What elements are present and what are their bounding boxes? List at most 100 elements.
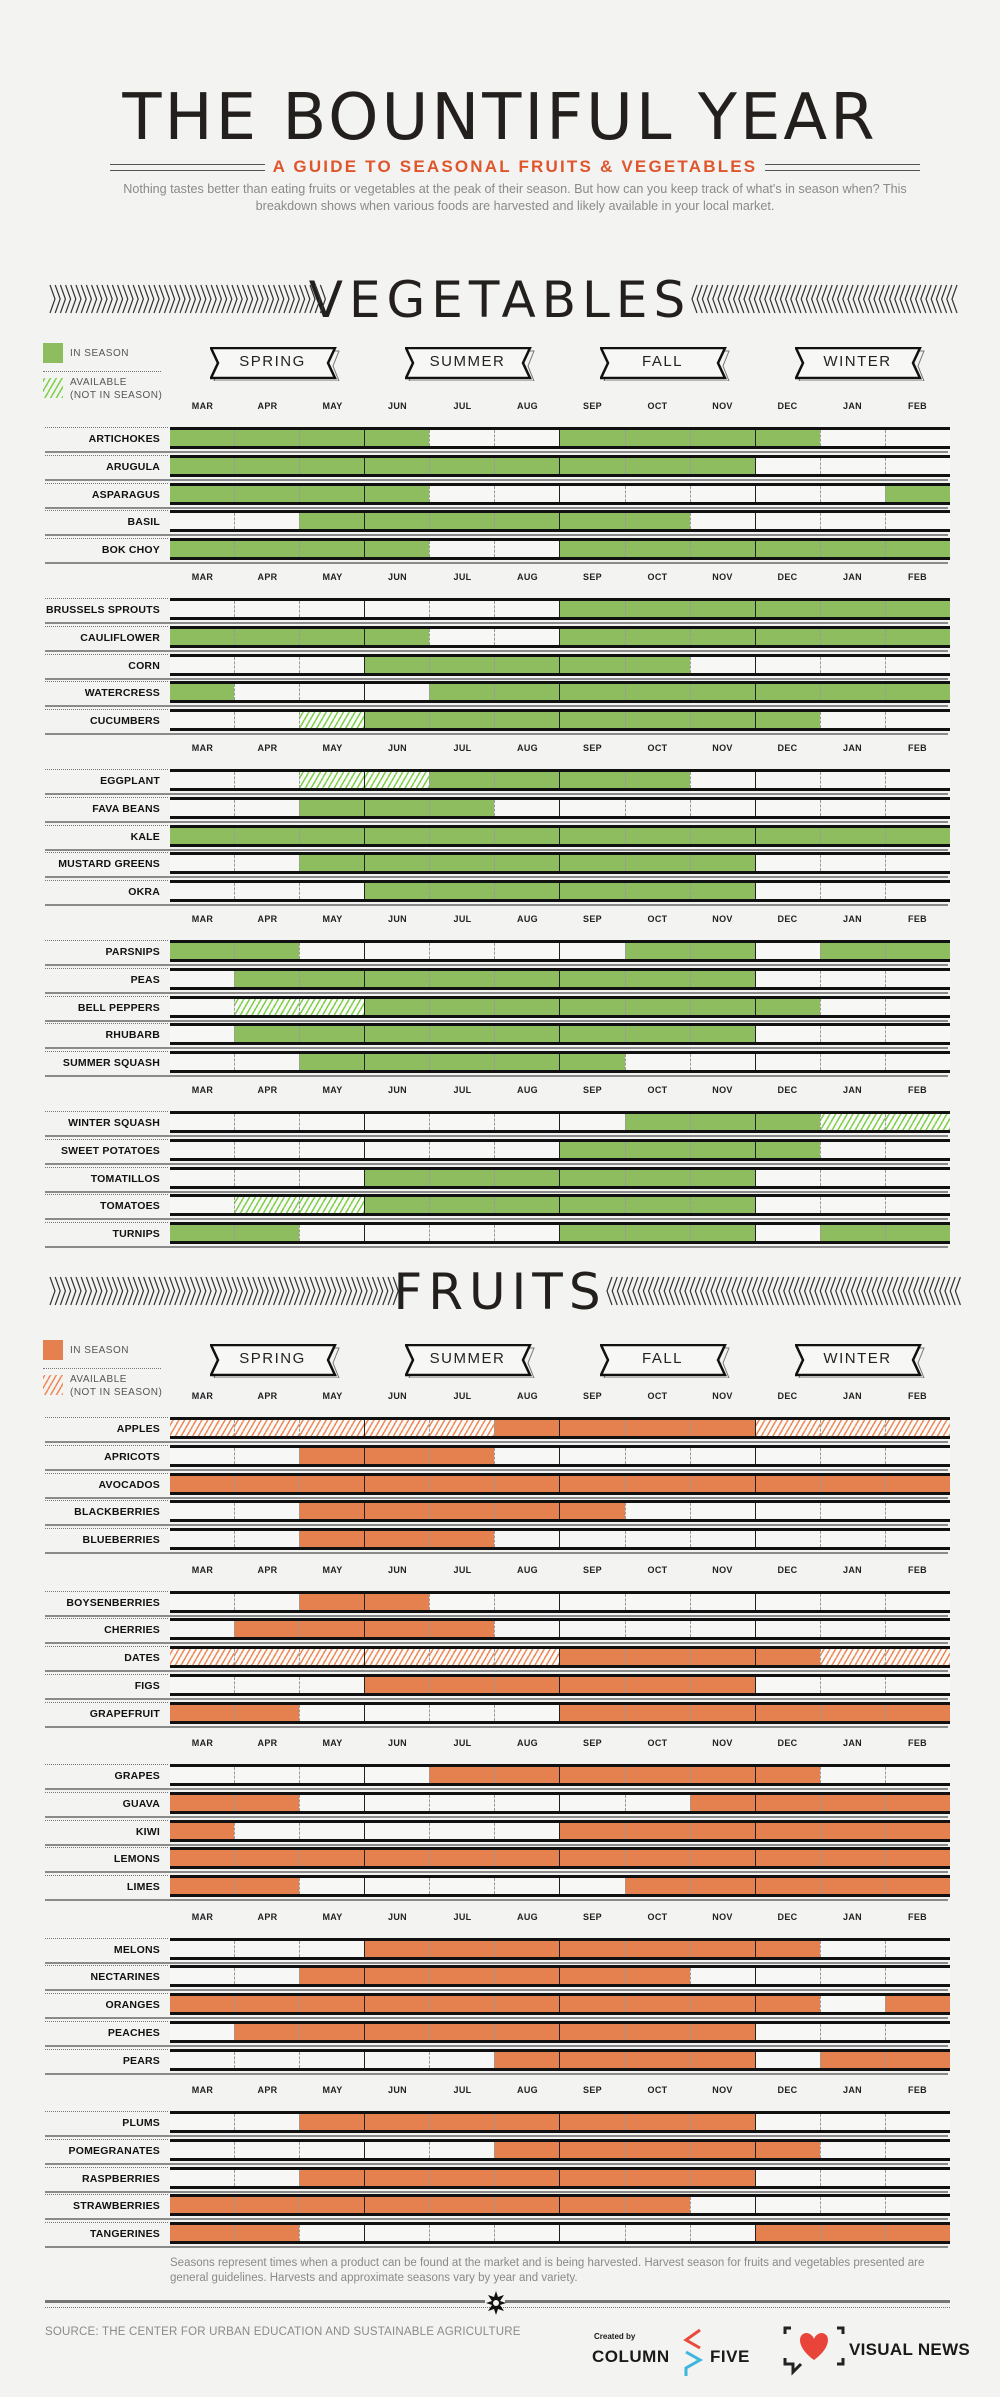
month-cell-in-season [494,2169,560,2186]
month-cell-in-season [689,541,755,558]
month-header-jan: JAN [843,1085,862,1095]
month-cell-empty [689,2197,755,2214]
month-cell-empty [754,2023,820,2040]
row-label: LIMES [126,1881,160,1894]
season-ribbon-spring: SPRING [210,347,340,381]
season-bar [170,1222,950,1245]
row-label: GUAVA [122,1797,160,1810]
month-cell-in-season [234,2023,300,2040]
month-cell-in-season [624,1996,690,2013]
month-cell-empty [299,684,364,701]
visual-news-logo[interactable]: VISUAL NEWS [783,2326,970,2376]
month-cell-in-season [689,1420,755,1436]
month-cell-available [884,1649,950,1666]
month-cell-in-season [364,1447,430,1464]
month-header-jul: JUL [453,743,472,753]
row-label: BASIL [127,516,160,529]
season-ribbon-summer: SUMMER [405,347,535,381]
month-header-nov: NOV [712,1391,733,1401]
month-cell-empty [884,1447,950,1464]
season-bar [170,1937,950,1960]
month-cell-in-season [624,1026,690,1043]
month-cell-in-season [689,712,755,729]
month-cell-empty [299,2141,364,2158]
column-five-logo[interactable]: Created by COLUMN FIVE [592,2328,762,2383]
row-separator [45,793,948,795]
table-row: TURNIPS [0,1222,1000,1250]
table-row: ASPARAGUS [0,482,1000,511]
month-header-sep: SEP [583,743,602,753]
section-heading: FRUITS [393,1263,607,1321]
month-cell-empty [170,1170,234,1186]
month-header-oct: OCT [647,1564,668,1575]
month-cell-in-season [689,2051,755,2068]
month-cell-empty [884,712,950,729]
month-cell-empty [819,1531,885,1548]
month-cell-in-season [429,1197,495,1214]
chevron-pattern-icon [49,284,327,314]
table-row: BOK CHOY [0,538,1000,566]
row-label-divider [45,1138,168,1140]
month-cell-in-season [429,684,495,701]
row-separator [45,991,948,994]
month-cell-empty [494,430,559,446]
table-row: WINTER SQUASH [0,1111,1000,1139]
month-cell-in-season [819,827,885,844]
season-bar [170,1111,950,1133]
row-label: BLUEBERRIES [82,1534,160,1547]
month-cell-empty [429,1114,494,1130]
row-separator [45,1697,948,1700]
month-cell-in-season [494,1169,560,1186]
row-label-divider [45,625,168,627]
month-cell-empty [819,970,885,987]
month-header-jan: JAN [843,1391,862,1401]
month-cell-in-season [234,1850,300,1867]
month-cell-empty [170,1594,234,1610]
month-header-may: MAY [322,1085,343,1095]
table-row: PEACHES [0,2020,1000,2049]
season-bar [170,1166,950,1189]
month-header-dec: DEC [777,1085,798,1095]
month-cell-in-season [819,1850,885,1867]
month-cell-in-season [754,1794,820,1811]
month-cell-in-season [559,2114,625,2130]
month-cell-in-season [754,1822,820,1839]
table-row: TOMATOES [0,1194,1000,1222]
month-cell-in-season [884,1996,950,2013]
month-cell-empty [364,1767,429,1783]
heart-speech-bubble-icon [783,2326,845,2376]
month-cell-in-season [624,2169,690,2186]
month-cell-empty [299,883,364,900]
month-cell-empty [299,656,364,673]
month-cell-empty [234,1503,299,1520]
month-cell-in-season [819,1794,885,1811]
legend-available-label: AVAILABLE [70,377,127,388]
month-cell-in-season [494,1503,560,1520]
month-header-feb: FEB [908,1085,927,1095]
month-cell-empty [364,1822,429,1839]
month-cell-in-season [689,1197,755,1214]
table-row: APRICOTS [0,1444,1000,1473]
created-by-label: Created by [594,2332,636,2341]
month-cell-in-season [624,457,690,474]
row-separator [45,1725,948,1728]
month-header-feb: FEB [908,1564,927,1575]
month-cell-in-season [364,998,430,1015]
month-cell-empty [819,799,885,816]
month-cell-in-season [754,1767,820,1783]
month-cell-in-season [234,1225,300,1242]
month-cell-in-season [364,430,430,446]
month-cell-empty [299,601,364,617]
month-cell-in-season [689,1767,755,1783]
month-cell-empty [494,1141,559,1158]
month-cell-in-season [819,684,885,701]
month-header-dec: DEC [777,1391,798,1401]
row-separator [45,2246,948,2249]
month-cell-in-season [494,772,560,788]
month-cell-in-season [299,1968,365,1985]
month-cell-available [299,1420,365,1436]
month-cell-available [234,1197,300,1214]
month-cell-in-season [234,628,300,645]
month-cell-in-season [819,1225,885,1242]
season-bar [170,2222,950,2245]
